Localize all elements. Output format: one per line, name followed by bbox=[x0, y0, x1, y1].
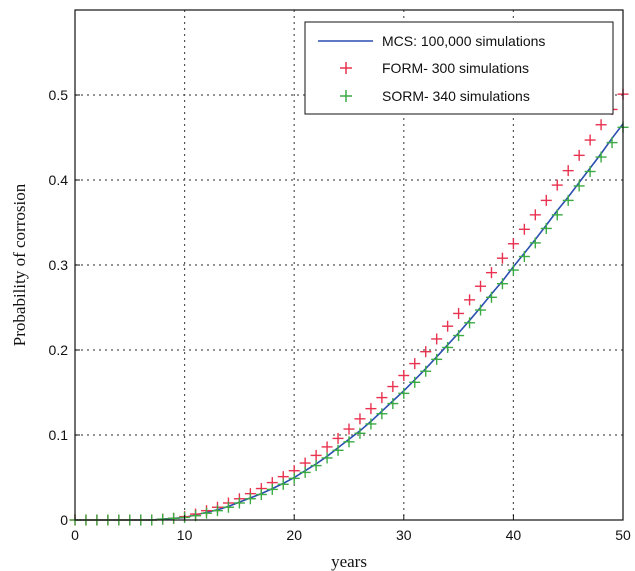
data-point bbox=[496, 252, 508, 264]
x-axis-ticks: 0 10 20 30 40 50 bbox=[71, 515, 631, 543]
data-point bbox=[244, 493, 256, 505]
y-tick-label: 0.3 bbox=[49, 257, 69, 273]
x-tick-label: 0 bbox=[71, 527, 79, 543]
data-point bbox=[584, 166, 596, 177]
data-point bbox=[420, 365, 432, 377]
data-point bbox=[310, 460, 322, 472]
data-point bbox=[201, 507, 213, 519]
x-tick-label: 50 bbox=[615, 527, 631, 543]
data-point bbox=[321, 441, 333, 453]
data-point bbox=[398, 370, 410, 381]
data-point bbox=[551, 179, 563, 191]
data-point bbox=[398, 387, 410, 399]
data-point bbox=[529, 237, 541, 249]
data-point bbox=[299, 457, 311, 469]
data-point bbox=[507, 264, 519, 276]
data-point bbox=[233, 497, 245, 509]
data-point bbox=[343, 423, 355, 435]
data-point bbox=[595, 119, 607, 131]
data-point bbox=[354, 427, 366, 439]
data-point bbox=[529, 209, 541, 221]
data-point bbox=[310, 449, 322, 461]
data-point bbox=[222, 501, 234, 513]
data-point bbox=[409, 358, 421, 370]
data-point bbox=[277, 478, 289, 490]
data-point bbox=[255, 489, 267, 500]
x-tick-label: 40 bbox=[506, 527, 522, 543]
legend: MCS: 100,000 simulations FORM- 300 simul… bbox=[304, 21, 614, 115]
legend-label-form: FORM- 300 simulations bbox=[382, 60, 529, 76]
data-point bbox=[332, 432, 344, 444]
data-point bbox=[562, 165, 574, 177]
data-point bbox=[343, 436, 355, 448]
data-point bbox=[496, 278, 508, 290]
data-point bbox=[453, 307, 465, 319]
y-tick-label: 0.1 bbox=[49, 427, 69, 443]
legend-marker-sorm bbox=[340, 90, 352, 102]
data-point bbox=[584, 134, 596, 146]
data-point bbox=[354, 413, 366, 425]
y-axis-title: Probability of corrosion bbox=[10, 183, 29, 346]
data-point bbox=[442, 320, 454, 332]
data-point bbox=[365, 403, 377, 415]
data-point bbox=[365, 418, 377, 430]
data-point bbox=[485, 267, 497, 279]
data-point bbox=[332, 444, 344, 456]
x-tick-label: 30 bbox=[396, 527, 412, 543]
data-point bbox=[387, 381, 399, 393]
data-point bbox=[442, 341, 454, 353]
data-point bbox=[168, 512, 180, 524]
data-point bbox=[266, 483, 278, 495]
data-point bbox=[551, 209, 563, 221]
legend-box bbox=[304, 21, 614, 115]
data-point bbox=[464, 294, 476, 306]
data-point bbox=[299, 466, 311, 478]
data-point bbox=[540, 194, 552, 206]
data-point bbox=[376, 408, 388, 420]
data-point bbox=[562, 194, 574, 206]
data-point bbox=[387, 398, 399, 410]
data-point bbox=[475, 304, 487, 316]
data-point bbox=[464, 317, 476, 329]
data-point bbox=[606, 137, 618, 149]
data-point bbox=[211, 505, 223, 517]
y-tick-label: 0.5 bbox=[49, 87, 69, 103]
data-point bbox=[518, 251, 530, 262]
data-point bbox=[420, 346, 432, 358]
data-point bbox=[573, 180, 585, 192]
x-tick-label: 20 bbox=[286, 527, 302, 543]
data-point bbox=[321, 452, 333, 464]
data-point bbox=[573, 149, 585, 161]
data-point bbox=[431, 333, 443, 345]
x-axis-title: years bbox=[331, 552, 367, 571]
data-point bbox=[288, 472, 300, 484]
data-point bbox=[485, 291, 497, 303]
x-tick-label: 10 bbox=[177, 527, 193, 543]
legend-marker-form bbox=[340, 62, 352, 74]
data-point bbox=[595, 151, 607, 163]
y-axis-ticks: 0 0.1 0.2 0.3 0.4 0.5 bbox=[49, 87, 80, 528]
y-tick-label: 0.2 bbox=[49, 342, 69, 358]
data-point bbox=[540, 222, 552, 234]
data-point bbox=[475, 280, 487, 292]
data-point bbox=[376, 392, 388, 404]
data-point bbox=[518, 223, 530, 235]
legend-label-mcs: MCS: 100,000 simulations bbox=[382, 33, 545, 49]
y-tick-label: 0 bbox=[60, 512, 68, 528]
data-point bbox=[507, 238, 519, 250]
legend-label-sorm: SORM- 340 simulations bbox=[382, 88, 530, 104]
data-point bbox=[431, 353, 443, 365]
y-tick-label: 0.4 bbox=[49, 172, 69, 188]
data-point bbox=[157, 513, 169, 525]
data-point bbox=[453, 330, 465, 342]
data-point bbox=[409, 376, 421, 388]
